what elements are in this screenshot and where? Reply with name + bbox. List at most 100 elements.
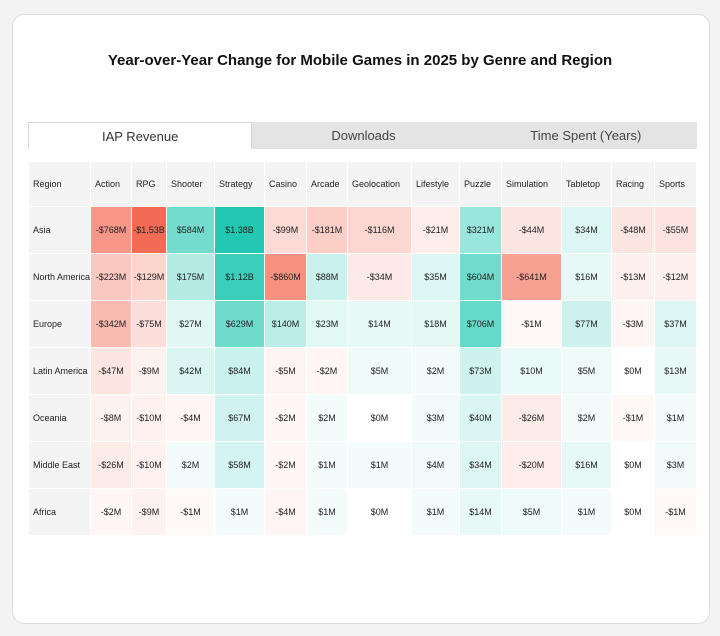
- heatmap-cell: $35M: [411, 253, 461, 301]
- heatmap-cell: $34M: [561, 206, 613, 254]
- heatmap-cell: $37M: [654, 300, 698, 348]
- heatmap-cell: -$75M: [131, 300, 168, 348]
- heatmap-cell: $40M: [459, 394, 503, 442]
- heatmap-cell: $321M: [459, 206, 503, 254]
- heatmap-cell: $1M: [306, 441, 349, 489]
- heatmap-cell: $1M: [347, 441, 413, 489]
- metric-tabs: IAP Revenue Downloads Time Spent (Years): [28, 122, 697, 149]
- heatmap-cell: $42M: [166, 347, 216, 395]
- heatmap-cell: $2M: [166, 441, 216, 489]
- heatmap-cell: -$1M: [166, 488, 216, 536]
- heatmap-cell: $1M: [306, 488, 349, 536]
- tab-iap-revenue[interactable]: IAP Revenue: [28, 122, 253, 149]
- heatmap-cell: $1.38B: [214, 206, 266, 254]
- row-label-middle-east: Middle East: [27, 441, 92, 489]
- heatmap-cell: -$2M: [264, 394, 308, 442]
- col-header-strategy: Strategy: [214, 161, 266, 207]
- heatmap-cell: $77M: [561, 300, 613, 348]
- heatmap-cell: -$8M: [90, 394, 133, 442]
- heatmap-cell: $18M: [411, 300, 461, 348]
- heatmap-cell: $2M: [561, 394, 613, 442]
- heatmap-cell: $1M: [411, 488, 461, 536]
- heatmap-cell: -$129M: [131, 253, 168, 301]
- table-row: Latin America -$47M -$9M $42M $84M -$5M -$2M $5…: [27, 347, 698, 395]
- heatmap-cell: -$342M: [90, 300, 133, 348]
- heatmap-cell: -$47M: [90, 347, 133, 395]
- heatmap-cell: -$1M: [654, 488, 698, 536]
- col-header-racing: Racing: [611, 161, 656, 207]
- heatmap-cell: $5M: [501, 488, 563, 536]
- tab-time-spent[interactable]: Time Spent (Years): [530, 128, 642, 143]
- heatmap-cell: -$641M: [501, 253, 563, 301]
- col-header-arcade: Arcade: [306, 161, 349, 207]
- heatmap-cell: $88M: [306, 253, 349, 301]
- heatmap-cell: $73M: [459, 347, 503, 395]
- heatmap-cell: -$9M: [131, 488, 168, 536]
- heatmap-cell: $1M: [214, 488, 266, 536]
- chart-title: Year-over-Year Change for Mobile Games i…: [107, 52, 613, 69]
- heatmap-cell: -$26M: [90, 441, 133, 489]
- region-header: Region: [27, 161, 92, 207]
- heatmap-cell: -$1.53B: [131, 206, 168, 254]
- row-label-europe: Europe: [27, 300, 92, 348]
- heatmap-cell: $2M: [411, 347, 461, 395]
- heatmap-cell: $1.12B: [214, 253, 266, 301]
- heatmap-cell: $14M: [459, 488, 503, 536]
- heatmap-cell: -$48M: [611, 206, 656, 254]
- col-header-simulation: Simulation: [501, 161, 563, 207]
- heatmap-cell: -$5M: [264, 347, 308, 395]
- heatmap-cell: $67M: [214, 394, 266, 442]
- heatmap-cell: $58M: [214, 441, 266, 489]
- heatmap-cell: $4M: [411, 441, 461, 489]
- heatmap-cell: -$181M: [306, 206, 349, 254]
- heatmap-cell: -$1M: [501, 300, 563, 348]
- heatmap-cell: $3M: [411, 394, 461, 442]
- heatmap-cell: -$4M: [264, 488, 308, 536]
- heatmap-cell: $0M: [347, 488, 413, 536]
- heatmap-cell: $1M: [561, 488, 613, 536]
- header-row: Region Action RPG Shooter Strategy Casin…: [27, 161, 698, 207]
- heatmap-cell: -$10M: [131, 394, 168, 442]
- heatmap-cell: $0M: [611, 441, 656, 489]
- heatmap-cell: -$21M: [411, 206, 461, 254]
- heatmap-cell: -$4M: [166, 394, 216, 442]
- heatmap-cell: $0M: [347, 394, 413, 442]
- heatmap-cell: -$13M: [611, 253, 656, 301]
- heatmap-cell: -$9M: [131, 347, 168, 395]
- heatmap-table: Region Action RPG Shooter Strategy Casin…: [27, 161, 698, 536]
- col-header-shooter: Shooter: [166, 161, 216, 207]
- heatmap-cell: -$12M: [654, 253, 698, 301]
- heatmap-cell: $175M: [166, 253, 216, 301]
- row-label-africa: Africa: [27, 488, 92, 536]
- tab-downloads[interactable]: Downloads: [331, 128, 396, 143]
- heatmap-cell: $706M: [459, 300, 503, 348]
- col-header-sports: Sports: [654, 161, 698, 207]
- heatmap-cell: -$2M: [90, 488, 133, 536]
- row-label-asia: Asia: [27, 206, 92, 254]
- heatmap-cell: $16M: [561, 441, 613, 489]
- heatmap-cell: $0M: [611, 347, 656, 395]
- heatmap-cell: $5M: [347, 347, 413, 395]
- table-row: Europe -$342M -$75M $27M $629M $140M $23M $14M $…: [27, 300, 698, 348]
- heatmap-cell: $584M: [166, 206, 216, 254]
- heatmap-cell: -$860M: [264, 253, 308, 301]
- row-label-oceania: Oceania: [27, 394, 92, 442]
- heatmap-cell: -$44M: [501, 206, 563, 254]
- col-header-action: Action: [90, 161, 133, 207]
- heatmap-cell: -$34M: [347, 253, 413, 301]
- row-label-latin-america: Latin America: [27, 347, 92, 395]
- col-header-puzzle: Puzzle: [459, 161, 503, 207]
- heatmap-cell: -$10M: [131, 441, 168, 489]
- col-header-geolocation: Geolocation: [347, 161, 413, 207]
- table-row: Oceania -$8M -$10M -$4M $67M -$2M $2M $0M $3M $40…: [27, 394, 698, 442]
- heatmap-cell: $10M: [501, 347, 563, 395]
- heatmap-cell: $3M: [654, 441, 698, 489]
- heatmap-cell: $34M: [459, 441, 503, 489]
- col-header-tabletop: Tabletop: [561, 161, 613, 207]
- heatmap-body: Asia -$768M -$1.53B $584M $1.38B -$99M -$181M -…: [27, 206, 698, 536]
- col-header-casino: Casino: [264, 161, 308, 207]
- heatmap-cell: $16M: [561, 253, 613, 301]
- table-row: Asia -$768M -$1.53B $584M $1.38B -$99M -$181M -…: [27, 206, 698, 254]
- heatmap-cell: $23M: [306, 300, 349, 348]
- heatmap-cell: $2M: [306, 394, 349, 442]
